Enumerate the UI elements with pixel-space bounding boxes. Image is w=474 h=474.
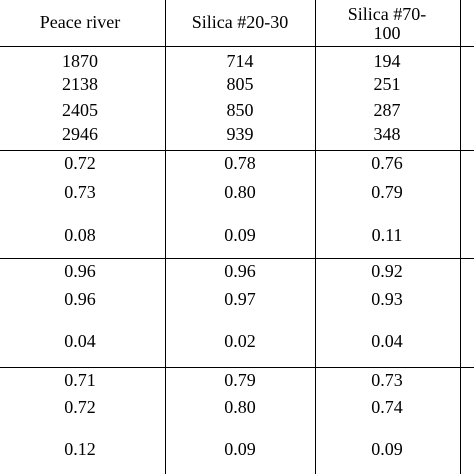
table-cell: 194 bbox=[373, 51, 401, 71]
table-cell: 0.78 bbox=[224, 153, 256, 173]
table-cell: 0.12 bbox=[64, 439, 96, 459]
column-rule bbox=[460, 0, 461, 474]
header-cell: Silica #20-30 bbox=[191, 12, 289, 32]
table-cell: 0.08 bbox=[64, 225, 96, 245]
table-cell: 0.04 bbox=[64, 331, 96, 351]
table-cell: 0.73 bbox=[64, 182, 96, 202]
table-cell: 0.76 bbox=[371, 153, 403, 173]
table-cell: 0.71 bbox=[64, 370, 96, 390]
table-cell: 0.02 bbox=[224, 331, 256, 351]
table-cell: 0.80 bbox=[224, 182, 256, 202]
table-cell: 0.73 bbox=[371, 370, 403, 390]
table-cell: 0.74 bbox=[371, 397, 403, 417]
table-cell: 0.09 bbox=[224, 225, 256, 245]
table-cell: 0.72 bbox=[64, 397, 96, 417]
table-cell: 0.97 bbox=[224, 289, 256, 309]
column-rule bbox=[315, 0, 316, 474]
table-cell: 287 bbox=[373, 100, 401, 120]
group-rule bbox=[0, 258, 474, 259]
table-cell: 0.04 bbox=[371, 331, 403, 351]
table-cell: 348 bbox=[373, 124, 401, 144]
table-cell: 2405 bbox=[62, 100, 98, 120]
table-cell: 1870 bbox=[62, 51, 98, 71]
table-cell: 714 bbox=[226, 51, 254, 71]
table-cell: 0.80 bbox=[224, 397, 256, 417]
table-cell: 0.96 bbox=[64, 261, 96, 281]
group-rule bbox=[0, 150, 474, 151]
table-cell: 939 bbox=[226, 124, 254, 144]
table-cell: 0.96 bbox=[224, 261, 256, 281]
table-cell: 805 bbox=[226, 74, 254, 94]
header-rule bbox=[0, 46, 474, 47]
group-rule bbox=[0, 367, 474, 368]
header-cell: Peace river bbox=[39, 12, 121, 32]
table-cell: 0.09 bbox=[371, 439, 403, 459]
header-cell: Silica #70- bbox=[347, 4, 427, 24]
table-cell: 850 bbox=[226, 100, 254, 120]
table-cell: 0.93 bbox=[371, 289, 403, 309]
table-cell: 0.72 bbox=[64, 153, 96, 173]
table-cell: 0.09 bbox=[224, 439, 256, 459]
table-cell: 0.79 bbox=[224, 370, 256, 390]
header-cell: 100 bbox=[373, 23, 401, 43]
table-cell: 2138 bbox=[62, 74, 98, 94]
table-cell: 0.92 bbox=[371, 261, 403, 281]
table-cell: 0.11 bbox=[371, 225, 403, 245]
table-cell: 0.96 bbox=[64, 289, 96, 309]
table-cell: 2946 bbox=[62, 124, 98, 144]
table-cell: 251 bbox=[373, 74, 401, 94]
column-rule bbox=[165, 0, 166, 474]
table-cell: 0.79 bbox=[371, 182, 403, 202]
